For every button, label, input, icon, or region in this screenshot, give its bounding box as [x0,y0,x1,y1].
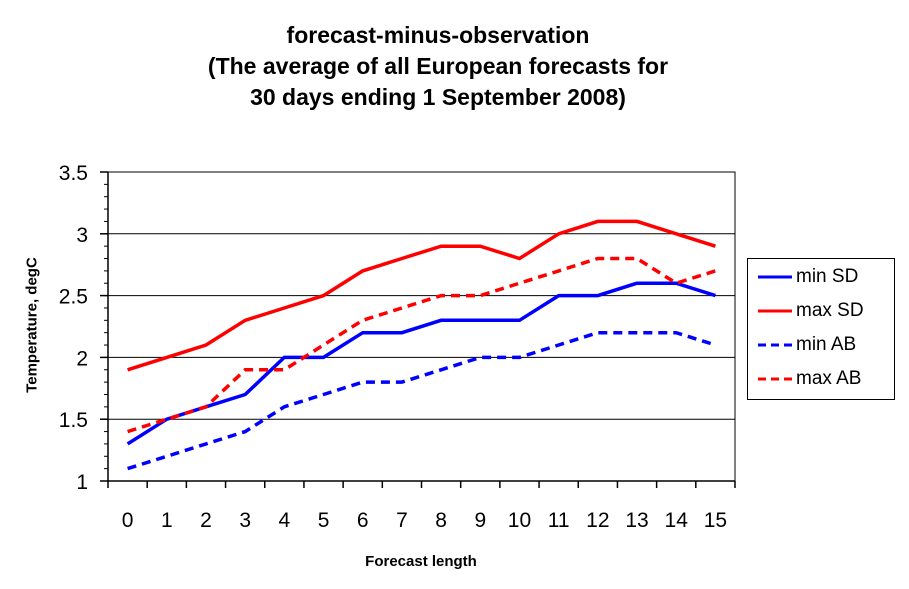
x-tick-label: 8 [435,509,447,532]
series-line-min-ab [127,330,716,471]
x-tick-label: 7 [396,509,408,532]
legend-label-max-sd: max SD [796,300,864,321]
series-line-min-sd [126,281,716,446]
x-tick-label: 9 [474,509,486,532]
chart-title-line-1: forecast-minus-observation [286,22,590,48]
y-tick-label: 1.5 [59,409,88,432]
y-tick-label: 1 [76,471,88,494]
legend-item-max-sd: max SD [758,299,864,323]
x-tick-label: 1 [161,509,173,532]
legend-item-max-ab: max AB [758,367,861,391]
chart-title-line-2: (The average of all European forecasts f… [207,53,669,79]
chart-title-line-3: 30 days ending 1 September 2008) [250,84,626,110]
x-tick-label: 12 [586,509,609,532]
legend-item-min-ab: min AB [758,333,856,357]
series-line-max-sd [127,219,716,372]
x-tick-label: 10 [508,509,531,532]
y-tick-label: 3.5 [59,162,88,185]
y-tick-label: 2.5 [59,286,88,309]
legend-label-max-ab: max AB [796,368,862,389]
x-axis-label: Forecast length [365,553,477,570]
x-tick-label: 13 [625,509,648,532]
y-tick-label: 2 [76,347,88,370]
y-tick-label: 3 [76,224,88,247]
x-tick-label: 3 [239,509,251,532]
legend: min SD max SD min AB max AB [747,258,895,400]
plot-area [107,171,736,482]
legend-label-min-ab: min AB [796,334,857,355]
x-tick-label: 5 [318,509,330,532]
x-tick-label: 4 [279,509,291,532]
y-axis-label: Temperature, degC [23,257,41,393]
legend-swatch-min-sd [758,275,792,279]
x-tick-label: 11 [548,509,570,532]
legend-label-min-sd: min SD [796,266,859,287]
x-tick-label: 6 [357,509,369,532]
x-tick-label: 14 [665,509,689,532]
legend-swatch-max-ab [758,377,792,381]
x-tick-label: 0 [122,509,134,532]
x-tick-label: 15 [704,509,727,532]
legend-item-min-sd: min SD [758,265,858,289]
legend-swatch-min-ab [758,343,792,347]
legend-swatch-max-sd [758,309,792,313]
series-line-max-ab [127,256,716,434]
x-tick-label: 2 [200,509,212,532]
